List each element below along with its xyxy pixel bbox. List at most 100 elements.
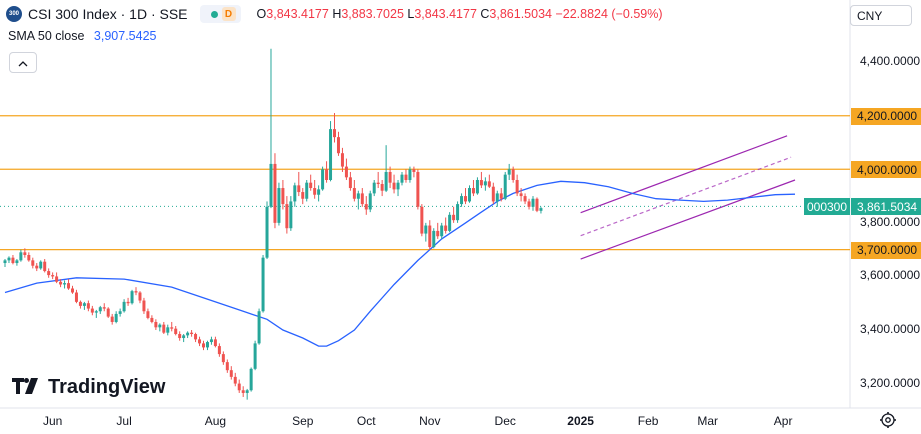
candle-body [178, 334, 182, 339]
candle-body [106, 308, 110, 317]
collapse-legend-button[interactable] [9, 52, 37, 73]
candle-body [531, 198, 535, 207]
candle-body [364, 204, 368, 210]
candle-body [55, 276, 59, 282]
candle-body [43, 261, 47, 272]
candle-body [460, 196, 464, 205]
candle-body [47, 271, 51, 276]
candle-body [499, 193, 503, 199]
candle-body [305, 182, 309, 199]
candle-body [412, 169, 416, 172]
candle-body [424, 225, 428, 234]
symbol-title[interactable]: CSI 300 Index · 1D · SSE [28, 6, 188, 22]
candle-body [392, 182, 396, 190]
candle-body [162, 324, 166, 333]
candle-body [471, 188, 475, 194]
price-axis-label: 3,700.0000 [851, 241, 921, 259]
candle-body [527, 201, 531, 207]
candle-body [297, 185, 301, 193]
market-status-dot-icon [210, 10, 218, 18]
data-delay-badge: D [221, 7, 236, 21]
candle-body [400, 174, 404, 183]
candle-body [229, 370, 233, 377]
candle-body [217, 346, 221, 355]
candle-body [19, 252, 23, 261]
candle-body [213, 339, 217, 347]
status-badge-group[interactable]: D [199, 5, 241, 23]
candle-body [205, 342, 209, 348]
candle-body [3, 260, 7, 264]
candle-body [221, 354, 225, 363]
candle-body [479, 180, 483, 186]
candle-body [515, 180, 519, 194]
candle-body [114, 313, 118, 322]
symbol-legend[interactable]: 300 CSI 300 Index · 1D · SSE D O3,843.41… [6, 4, 663, 24]
sma-label: SMA 50 close [8, 29, 85, 43]
candle-body [277, 188, 281, 223]
close-key: C [480, 7, 490, 21]
candle-body [333, 129, 337, 138]
candle-body [495, 193, 499, 202]
candle-body [11, 257, 15, 264]
candle-body [174, 328, 178, 335]
time-axis-label: Jul [116, 414, 132, 428]
candle-body [158, 324, 162, 328]
low-value: 3,843.4177 [414, 7, 477, 21]
channel-upper-line [580, 135, 788, 214]
candle-body [340, 153, 344, 167]
candle-body [27, 255, 31, 261]
time-axis-label: Oct [356, 414, 376, 428]
candle-body [190, 332, 194, 335]
candle-body [74, 292, 78, 302]
candle-body [182, 335, 186, 339]
candle-body [86, 303, 90, 309]
candle-body [448, 214, 452, 231]
candle-body [233, 376, 237, 384]
candle-body [59, 281, 63, 285]
chevron-up-icon [18, 60, 28, 66]
candle-body [539, 208, 543, 211]
candle-body [464, 196, 468, 202]
tradingview-logo[interactable]: TradingView [12, 375, 165, 399]
candle-body [63, 283, 67, 285]
price-axis-label: 4,000.0000 [851, 161, 921, 179]
symbol-code-tag: 000300 [804, 198, 850, 216]
candle-body [118, 311, 122, 314]
candle-body [420, 206, 424, 234]
candle-body [170, 327, 174, 329]
candle-body [372, 182, 376, 194]
sma-legend[interactable]: SMA 50 close 3,907.5425 [8, 29, 156, 43]
chart-settings-button[interactable] [879, 411, 897, 429]
candle-body [31, 260, 35, 266]
close-value: 3,861.5034 [489, 7, 552, 21]
candle-body [309, 182, 313, 189]
tradingview-mark-icon [12, 375, 42, 399]
candle-body [35, 265, 39, 269]
candle-body [511, 169, 515, 180]
candle-body [396, 182, 400, 190]
candle-body [186, 332, 190, 336]
candle-body [348, 177, 352, 189]
candle-body [7, 257, 11, 261]
candle-body [281, 188, 285, 205]
candle-body [249, 368, 253, 391]
candle-body [269, 163, 273, 207]
candle-body [142, 300, 146, 312]
price-axis-label: 4,200.0000 [851, 107, 921, 125]
candle-body [380, 184, 384, 191]
currency-selector[interactable]: CNY [850, 5, 912, 26]
high-value: 3,883.7025 [341, 7, 404, 21]
candle-body [360, 193, 364, 205]
sma-value: 3,907.5425 [93, 29, 157, 43]
candle-body [289, 201, 293, 229]
candle-body [126, 301, 130, 304]
candle-body [436, 230, 440, 237]
candle-body [352, 188, 356, 199]
candle-body [416, 171, 420, 207]
candle-body [483, 181, 487, 186]
candle-body [368, 193, 372, 210]
candle-body [241, 390, 245, 393]
candle-body [209, 339, 213, 343]
candle-body [51, 275, 55, 277]
